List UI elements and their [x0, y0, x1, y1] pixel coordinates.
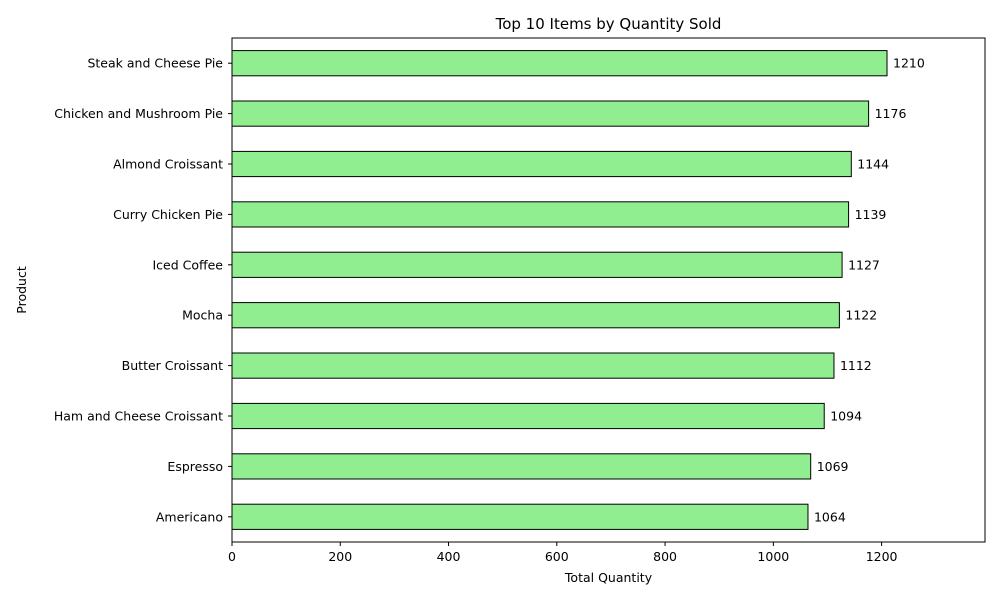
y-tick-label-1: Chicken and Mushroom Pie — [54, 106, 223, 121]
y-tick-label-8: Espresso — [167, 459, 223, 474]
data-label-9: 1064 — [814, 509, 846, 524]
y-tick-label-4: Iced Coffee — [152, 257, 223, 272]
data-label-3: 1139 — [855, 207, 887, 222]
bar-9 — [231, 503, 809, 530]
data-label-5: 1122 — [845, 308, 877, 323]
data-label-7: 1094 — [830, 409, 862, 424]
plot-frame — [231, 37, 986, 543]
x-axis-ticks: 0 200 400 600 800 1000 1200 — [228, 542, 898, 564]
bar-3 — [231, 201, 850, 228]
data-label-0: 1210 — [893, 56, 925, 71]
x-tick-label-1: 200 — [328, 549, 352, 564]
bars-group — [231, 50, 888, 530]
y-tick-label-0: Steak and Cheese Pie — [87, 56, 223, 71]
bar-7 — [231, 402, 825, 430]
data-label-8: 1069 — [817, 459, 849, 474]
y-axis-ticks: Steak and Cheese Pie Chicken and Mushroom… — [54, 56, 232, 524]
x-tick-label-3: 600 — [545, 549, 569, 564]
y-tick-label-5: Mocha — [182, 308, 223, 323]
bar-6 — [231, 352, 835, 379]
bar-0 — [231, 50, 888, 77]
data-label-1: 1176 — [875, 106, 907, 121]
data-labels-group: 1210 1176 1144 1139 1127 1122 1112 1094 1069 1064 — [814, 56, 925, 525]
x-tick-label-5: 1000 — [757, 549, 789, 564]
x-tick-label-6: 1200 — [866, 549, 898, 564]
y-tick-label-6: Butter Croissant — [122, 358, 223, 373]
bar-1 — [231, 100, 870, 127]
y-tick-label-9: Americano — [156, 509, 223, 524]
data-label-2: 1144 — [857, 157, 889, 172]
y-tick-label-7: Ham and Cheese Croissant — [54, 409, 223, 424]
x-tick-label-4: 800 — [653, 549, 677, 564]
x-axis-title: Total Quantity — [564, 570, 653, 585]
y-tick-label-2: Almond Croissant — [113, 157, 223, 172]
y-tick-label-3: Curry Chicken Pie — [113, 207, 223, 222]
data-label-4: 1127 — [848, 257, 880, 272]
bar-5 — [231, 302, 840, 329]
x-tick-label-0: 0 — [228, 549, 236, 564]
y-axis-title: Product — [14, 266, 29, 314]
bar-2 — [231, 150, 852, 178]
x-tick-label-2: 400 — [437, 549, 461, 564]
bar-4 — [231, 251, 843, 278]
data-label-6: 1112 — [840, 358, 872, 373]
bar-8 — [231, 453, 812, 480]
chart-title: Top 10 Items by Quantity Sold — [495, 15, 722, 33]
